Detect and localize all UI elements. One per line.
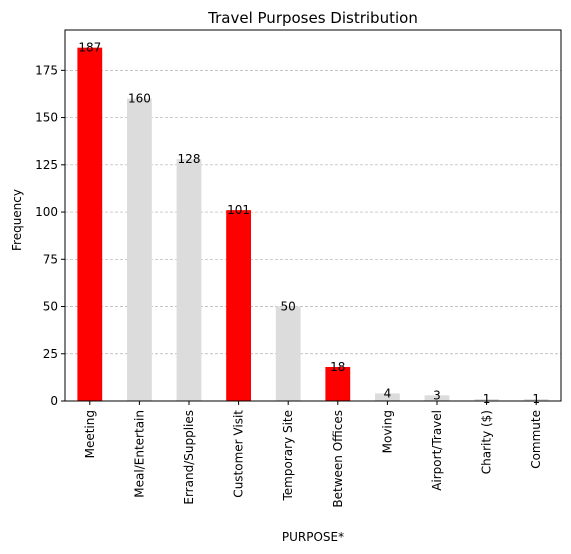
y-tick-label-1: 25 — [43, 347, 58, 361]
y-axis-label: Frequency — [10, 189, 24, 251]
y-tick-label-3: 75 — [43, 252, 58, 266]
bar-0 — [77, 47, 103, 402]
x-tick-label-7: Airport/Travel — [430, 410, 444, 491]
x-tick-label-9: Commute — [529, 410, 543, 469]
bar-9 — [523, 399, 549, 401]
data-label-3: 101 — [227, 203, 250, 217]
x-tick-label-5: Between Offices — [331, 410, 345, 508]
data-label-4: 50 — [281, 300, 296, 314]
x-axis-label: PURPOSE* — [282, 530, 344, 544]
x-tick-label-2: Errand/Supplies — [182, 410, 196, 505]
data-label-0: 187 — [78, 41, 101, 55]
data-label-7: 3 — [433, 388, 441, 402]
bar-7 — [424, 395, 450, 401]
x-tick-label-4: Temporary Site — [281, 410, 295, 502]
bar-1 — [127, 98, 152, 401]
bar-8 — [474, 399, 499, 401]
y-tick-label-6: 150 — [35, 111, 58, 125]
bar-3 — [226, 210, 251, 401]
data-label-1: 160 — [128, 92, 151, 106]
chart-title: Travel Purposes Distribution — [207, 9, 418, 27]
x-tick-label-8: Charity ($) — [480, 410, 494, 474]
y-tick-label-0: 0 — [50, 394, 58, 408]
y-tick-label-2: 50 — [43, 300, 58, 314]
x-tick-label-0: Meeting — [83, 410, 97, 458]
bars — [77, 47, 549, 402]
bar-6 — [375, 393, 400, 401]
x-tick-label-3: Customer Visit — [232, 410, 246, 498]
data-label-5: 18 — [330, 360, 345, 374]
data-label-2: 128 — [178, 152, 201, 166]
data-labels: 187 160 128 101 50 18 4 3 1 1 — [78, 41, 540, 406]
x-axis-ticks: Meeting Meal/Entertain Errand/Supplies Cust… — [83, 401, 543, 508]
x-tick-label-1: Meal/Entertain — [132, 410, 146, 498]
data-label-6: 4 — [384, 386, 392, 400]
y-tick-label-5: 125 — [35, 158, 58, 172]
bar-2 — [176, 159, 202, 401]
bar-5 — [325, 366, 351, 401]
y-tick-label-4: 100 — [35, 205, 58, 219]
x-tick-label-6: Moving — [380, 410, 394, 453]
y-axis-ticks: 0 25 50 75 100 125 150 175 — [35, 63, 65, 408]
bar-4 — [275, 306, 301, 401]
plot-frame — [64, 29, 562, 402]
data-label-9: 1 — [532, 392, 540, 406]
y-tick-label-7: 175 — [35, 63, 58, 77]
data-label-8: 1 — [483, 392, 491, 406]
